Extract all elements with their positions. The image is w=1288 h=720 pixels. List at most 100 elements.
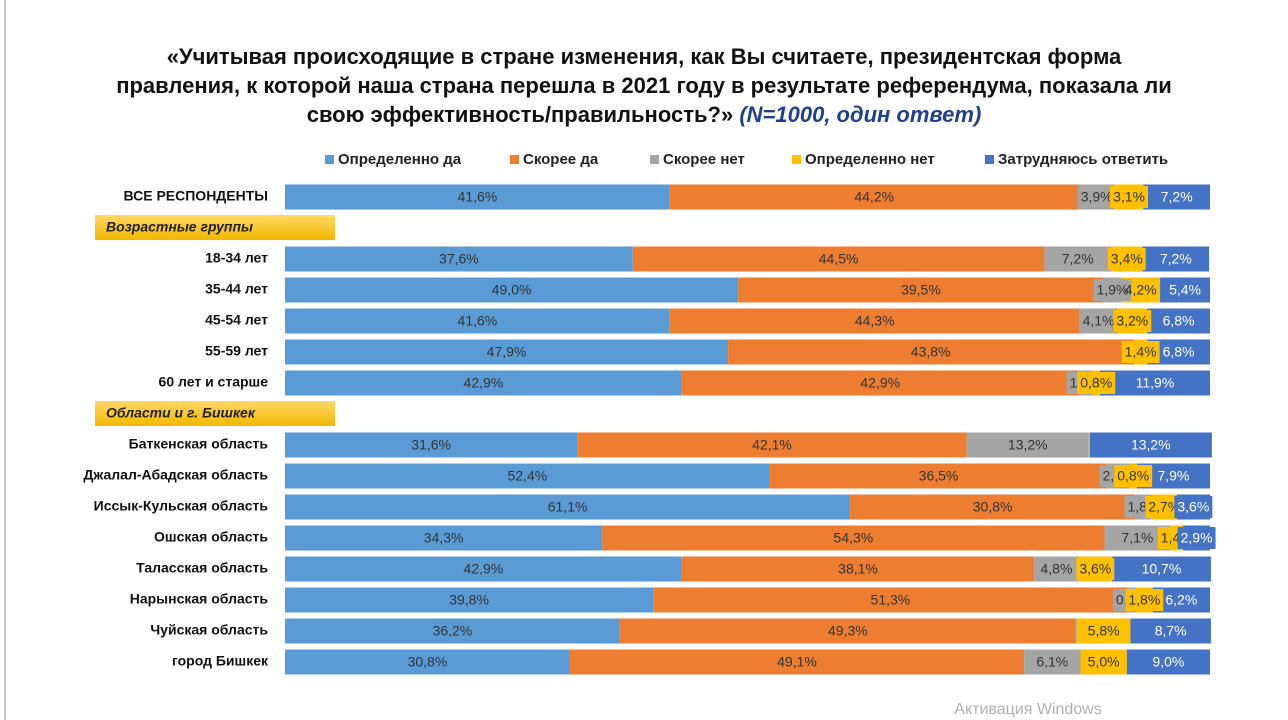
value-label: 1,8% <box>1128 592 1160 608</box>
bar-segment <box>1089 432 1212 458</box>
value-label: 2,7% <box>1148 499 1180 515</box>
value-label: 1,9% <box>1096 282 1128 298</box>
bar-segment <box>681 556 1035 582</box>
bar-segment <box>285 525 603 551</box>
value-label: 3,6% <box>1079 561 1111 577</box>
category-label: 60 лет и старше <box>159 374 269 390</box>
value-label: 9,0% <box>1152 654 1184 670</box>
value-label: 30,8% <box>973 499 1013 515</box>
value-label: 6,8% <box>1163 344 1195 360</box>
value-label-bg <box>1114 465 1153 487</box>
category-label: 18-34 лет <box>205 250 268 266</box>
value-label: 0,8% <box>1117 468 1149 484</box>
value-label-bg <box>1107 248 1146 270</box>
bar-segment <box>632 246 1045 272</box>
group-header-box <box>95 215 335 240</box>
value-label: 44,3% <box>855 313 895 329</box>
value-label: 42,9% <box>464 561 504 577</box>
bar-segment <box>285 587 654 613</box>
category-label: ВСЕ РЕСПОНДЕНТЫ <box>124 188 268 204</box>
value-label: 36,2% <box>433 623 473 639</box>
category-label: Баткенская область <box>129 436 269 452</box>
value-label: 8,7% <box>1155 623 1187 639</box>
bar-segment <box>285 308 670 334</box>
bar-segment <box>285 184 670 210</box>
value-label: 1,4% <box>1125 344 1157 360</box>
bar-segment <box>1076 618 1131 644</box>
value-label: 42,1% <box>752 437 792 453</box>
value-label: 6,1% <box>1036 654 1068 670</box>
value-label-bg <box>1110 186 1149 208</box>
value-label: 6,8% <box>1163 313 1195 329</box>
value-label: 7,2% <box>1062 251 1094 267</box>
value-label: 3,4% <box>1111 251 1143 267</box>
bar-segment <box>681 370 1079 396</box>
value-label: 41,6% <box>458 189 498 205</box>
bar-segment <box>1080 649 1127 675</box>
legend-label: Определенно нет <box>805 151 935 168</box>
bar-segment <box>653 587 1128 613</box>
bar-segment <box>285 463 770 489</box>
value-label: 5,8% <box>1088 623 1120 639</box>
bar-segment <box>1088 432 1090 458</box>
bar-segment <box>669 184 1079 210</box>
bar-segment <box>285 246 633 272</box>
legend-swatch <box>985 155 994 164</box>
legend-label: Скорее да <box>523 151 599 168</box>
bar-segment <box>285 618 620 644</box>
value-label-bg <box>1093 279 1132 301</box>
value-label: 30,8% <box>408 654 448 670</box>
bar-segment <box>1079 308 1118 334</box>
watermark: Активация Windows <box>954 701 1101 718</box>
value-label: 54,3% <box>834 530 874 546</box>
value-label: 44,5% <box>819 251 859 267</box>
bar-segment <box>285 556 682 582</box>
category-label: Таласская область <box>136 560 268 576</box>
bar-segment <box>669 308 1080 334</box>
category-label: Чуйская область <box>150 622 268 638</box>
bar-segment <box>850 494 1136 520</box>
value-label: 43,8% <box>911 344 951 360</box>
value-label: 49,3% <box>828 623 868 639</box>
value-label: 42,9% <box>860 375 900 391</box>
bar-segment <box>1130 618 1211 644</box>
value-label: 39,5% <box>901 282 941 298</box>
category-label: Иссык-Кульская область <box>94 498 269 514</box>
legend-label: Затрудняюсь ответить <box>998 151 1168 168</box>
value-label: 0,8% <box>1080 375 1112 391</box>
value-label: 3,6% <box>1177 499 1209 515</box>
value-label-bg <box>1177 527 1216 549</box>
value-label: 39,8% <box>449 592 489 608</box>
value-label-bg <box>1145 496 1184 518</box>
legend-swatch <box>325 155 334 164</box>
title-block: «Учитывая происходящие в стране изменени… <box>110 42 1178 129</box>
value-label: 31,6% <box>411 437 451 453</box>
bar-segment <box>966 432 1089 458</box>
category-label: 35-44 лет <box>205 281 268 297</box>
bar-segment <box>738 277 1104 303</box>
value-label: 51,3% <box>871 592 911 608</box>
value-label-bg <box>1113 310 1152 332</box>
value-label: 3,1% <box>1113 189 1145 205</box>
value-label: 5,0% <box>1088 654 1120 670</box>
value-label: 36,5% <box>919 468 959 484</box>
category-label: Джалал-Абадская область <box>83 467 268 483</box>
bar-segment <box>285 494 851 520</box>
value-label: 49,0% <box>492 282 532 298</box>
value-label: 11,9% <box>1136 375 1175 391</box>
bar-segment <box>1160 277 1210 303</box>
value-label: 4,8% <box>1040 561 1072 577</box>
bar-segment <box>285 432 578 458</box>
value-label: 5,4% <box>1169 282 1201 298</box>
value-label: 7,9% <box>1158 468 1190 484</box>
value-label-bg <box>1125 589 1164 611</box>
value-label: 4,2% <box>1125 282 1157 298</box>
value-label: 52,4% <box>507 468 547 484</box>
bar-segment <box>602 525 1105 551</box>
value-label-bg <box>1077 186 1116 208</box>
value-label: 13,2% <box>1008 437 1048 453</box>
category-label: 55-59 лет <box>205 343 268 359</box>
value-label: 42,9% <box>464 375 504 391</box>
